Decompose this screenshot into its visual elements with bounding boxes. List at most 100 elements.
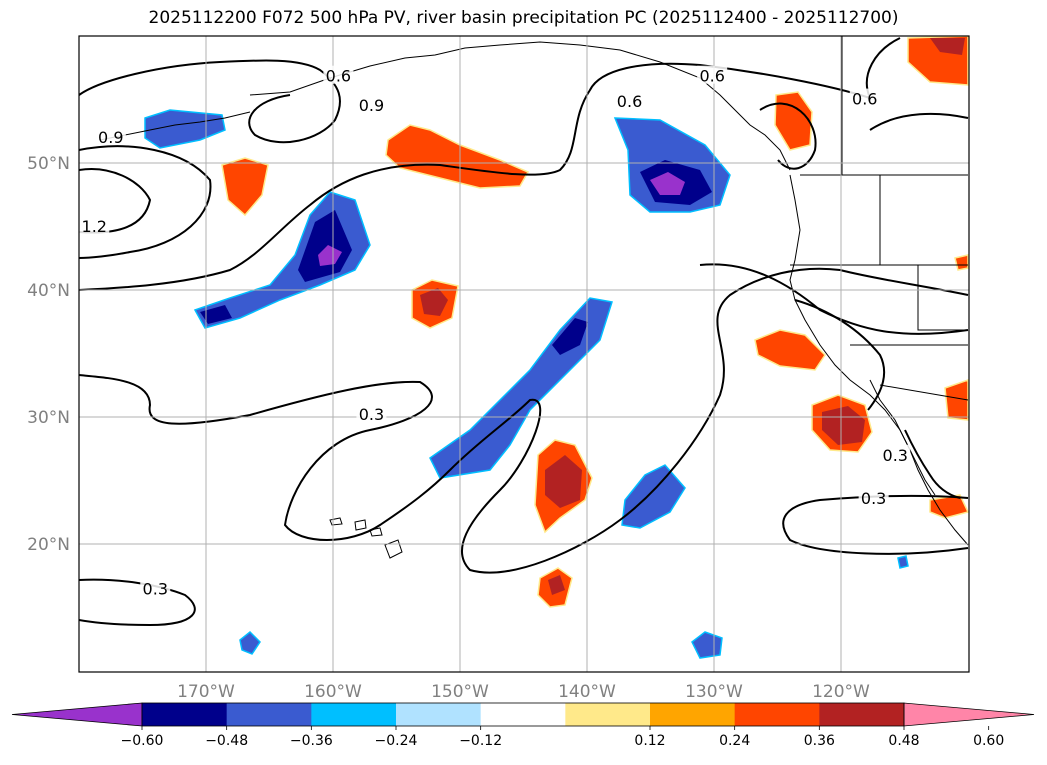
contour-label: 0.6 [326, 67, 351, 86]
neg-area-aleutians [144, 109, 226, 149]
colorbar-tick-label: −0.48 [205, 733, 248, 749]
lon-label-120w: 120°W [812, 682, 870, 702]
contour-label-bg [849, 88, 880, 107]
lat-label-30: 30°N [27, 408, 70, 428]
lat-label-40: 40°N [27, 281, 70, 301]
pos-area-southwest-core [822, 406, 865, 445]
colorbar: −0.60 −0.48 −0.36 −0.24 −0.12 0.12 0.24 0.36 0.4… [11, 702, 1035, 749]
contour-0.3-big [79, 267, 969, 574]
contour-label: 0.6 [852, 90, 877, 109]
contour-0.3-southeast [782, 494, 969, 555]
pos-area-south-small-core [548, 575, 565, 595]
negative-precip-areas [144, 109, 909, 659]
colorbar-segment [819, 703, 905, 726]
contour-0.3-ca [794, 299, 886, 411]
colorbar-extend-max [903, 702, 1035, 727]
map-content: 0.6 0.9 0.9 1.2 0.6 0.6 0.6 0.3 0.3 0.3 0.3 [79, 36, 969, 672]
colorbar-tick-label: 0.60 [973, 733, 1004, 749]
colorbar-tick-label: −0.24 [375, 733, 418, 749]
contour-label: 0.6 [617, 92, 642, 111]
neg-area-small-south-1 [239, 630, 261, 655]
pos-area-northwest [221, 157, 269, 217]
neg-area-subtropical [621, 464, 686, 529]
contour-label: 0.3 [359, 405, 384, 424]
hawaii-island-1 [329, 517, 343, 526]
lon-label-130w: 130°W [685, 682, 743, 702]
lon-label-160w: 160°W [304, 682, 362, 702]
colorbar-tick-label: 0.48 [888, 733, 919, 749]
neg-area-small-west [200, 305, 232, 324]
colorbar-outline [141, 702, 905, 727]
contour-0.9-west [79, 145, 212, 259]
neg-area-small-far-east [897, 555, 909, 569]
contour-label-bg [880, 444, 911, 463]
positive-precip-areas [221, 36, 969, 608]
latitude-labels: 20°N 30°N 40°N 50°N [27, 154, 70, 555]
contour-label: 1.2 [82, 217, 107, 236]
lon-label-140w: 140°W [558, 682, 616, 702]
colorbar-segment [480, 703, 566, 726]
hawaii-island-4 [384, 539, 403, 559]
pos-area-bc-coast [774, 91, 813, 151]
contour-0.6-east [869, 112, 969, 131]
pos-area-east-edge-small [954, 254, 969, 271]
colorbar-segment [311, 703, 397, 726]
pos-area-hawaii-east-core [545, 455, 582, 508]
colorbar-extend-min [11, 702, 143, 727]
contour-label: 0.3 [861, 489, 886, 508]
pv-contours [79, 37, 969, 627]
contour-0.6-east-loop [759, 102, 817, 170]
longitude-labels: 170°W 160°W 150°W 140°W 130°W 120°W [177, 682, 870, 702]
hawaii-island-2 [354, 519, 367, 531]
contour-0.3-mexico [904, 429, 961, 499]
colorbar-segment [396, 703, 482, 726]
contour-label-bg [858, 488, 889, 507]
pos-area-mid-pacific-core [420, 288, 448, 316]
plot-title: 2025112200 F072 500 hPa PV, river basin … [148, 8, 899, 28]
contour-label-bg [323, 65, 354, 84]
pos-area-california-offshore [754, 329, 826, 371]
contour-0.6-main [79, 62, 871, 291]
contour-label-bg [614, 91, 645, 110]
colorbar-tick-label: −0.12 [459, 733, 502, 749]
contour-label-bg [356, 404, 387, 423]
us-mexico-border [879, 384, 969, 401]
colorbar-tick-label: −0.36 [290, 733, 333, 749]
colorbar-segment [650, 703, 736, 726]
contour-label: 0.3 [143, 579, 168, 598]
north-america-west-coast [789, 174, 969, 546]
neg-area-gulf-peak [650, 172, 685, 195]
contour-label: 0.6 [699, 67, 724, 86]
contour-label: 0.9 [359, 96, 384, 115]
contour-1.2-west-inner [79, 168, 152, 234]
map-frame [78, 35, 970, 673]
contour-label: 0.3 [883, 446, 908, 465]
colorbar-tick-label: 0.36 [804, 733, 835, 749]
lon-label-150w: 150°W [431, 682, 489, 702]
pos-area-east-edge [944, 378, 969, 421]
contour-label-bg [356, 94, 387, 113]
contour-labels: 0.6 0.9 0.9 1.2 0.6 0.6 0.6 0.3 0.3 0.3 0.3 [79, 65, 911, 598]
lat-label-20: 20°N [27, 535, 70, 555]
contour-label-bg [697, 65, 728, 84]
colorbar-segment [226, 703, 312, 726]
neg-area-central-core [298, 210, 352, 282]
gridlines [79, 36, 969, 672]
contour-label-bg [95, 126, 126, 145]
colorbar-segment [734, 703, 820, 726]
contour-label-bg [79, 215, 110, 234]
contour-0.3-southwest [79, 578, 196, 627]
colorbar-tick-label: −0.60 [121, 733, 164, 749]
pos-area-northeast-core [930, 38, 965, 55]
lat-label-50: 50°N [27, 154, 70, 174]
lon-label-170w: 170°W [177, 682, 235, 702]
neg-area-central-peak [318, 245, 342, 266]
hawaii-island-3 [369, 527, 383, 537]
colorbar-tick-label: 0.24 [719, 733, 750, 749]
coastlines [99, 36, 969, 559]
colorbar-tick-label: 0.12 [634, 733, 665, 749]
contour-label-bg [140, 578, 171, 597]
alaska-coast [249, 41, 791, 171]
state-border-3 [917, 265, 968, 331]
colorbar-segment [142, 703, 228, 726]
